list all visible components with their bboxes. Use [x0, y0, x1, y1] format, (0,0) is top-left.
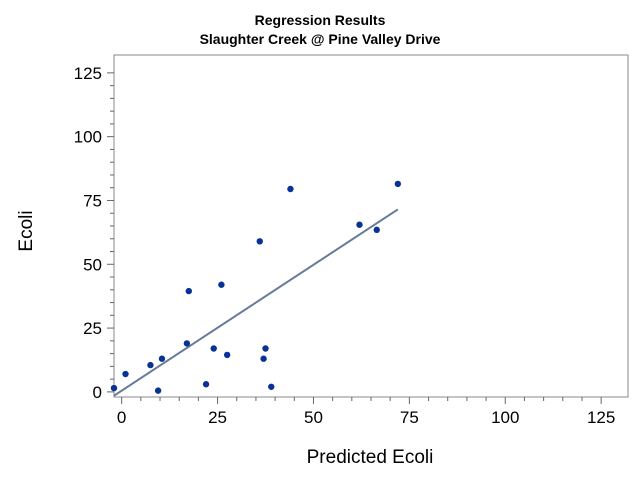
data-point [202, 381, 210, 388]
x-tick-label: 0 [117, 408, 126, 427]
y-tick-label: 25 [83, 319, 102, 338]
data-point [373, 226, 380, 234]
data-point [154, 387, 162, 394]
x-tick-label: 50 [304, 408, 323, 427]
data-point [158, 355, 166, 362]
y-tick-label: 75 [83, 191, 102, 210]
y-tick-label: 100 [74, 128, 102, 147]
chart-subtitle: Slaughter Creek @ Pine Valley Drive [199, 31, 441, 47]
data-point [223, 351, 231, 359]
data-point [356, 221, 363, 228]
y-tick-label: 50 [83, 255, 102, 274]
data-point [262, 345, 269, 352]
data-point [268, 383, 275, 390]
y-tick-label: 0 [93, 383, 102, 402]
x-tick-label: 100 [491, 408, 519, 427]
data-point [185, 287, 192, 295]
data-point [147, 361, 154, 369]
x-tick-label: 25 [208, 408, 227, 427]
plot-area: 0 25 50 75 100 125 0 25 50 75 100 125 [74, 54, 629, 427]
x-axis-label: Predicted Ecoli [307, 447, 434, 468]
y-axis-label: Ecoli [16, 210, 37, 251]
data-point [110, 384, 118, 392]
y-tick-label: 125 [74, 64, 102, 83]
data-point [256, 238, 263, 245]
data-point [287, 185, 294, 193]
chart-title: Regression Results [254, 12, 386, 28]
data-point [394, 180, 402, 188]
x-tick-label: 125 [587, 408, 615, 427]
data-point [218, 281, 225, 288]
data-point [210, 345, 217, 352]
data-point [122, 370, 129, 378]
data-point [260, 355, 267, 362]
x-tick-label: 75 [400, 408, 419, 427]
data-point [183, 340, 191, 347]
regression-line [113, 208, 399, 397]
